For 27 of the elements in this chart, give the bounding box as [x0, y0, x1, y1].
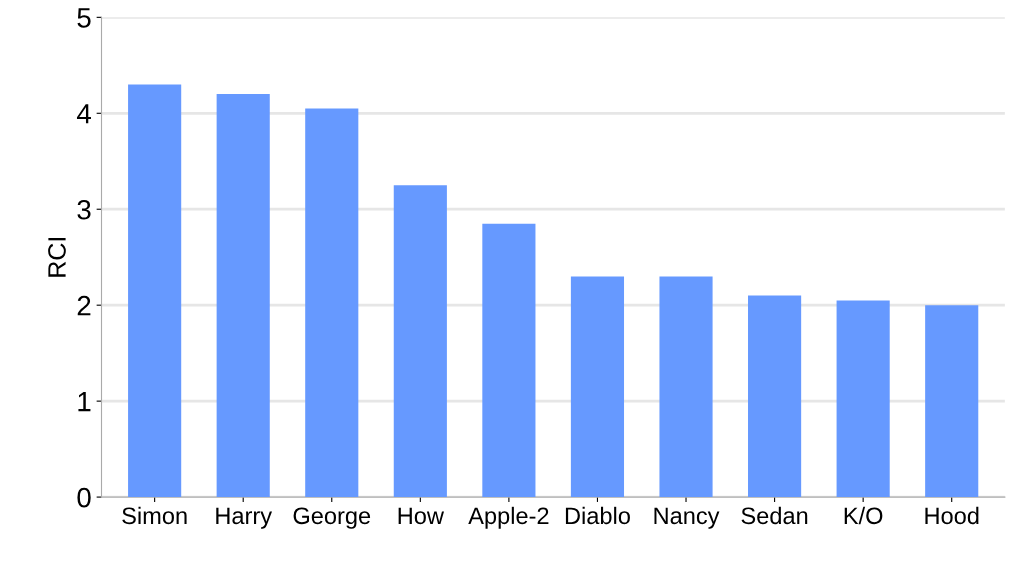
y-tick-label: 0: [77, 487, 91, 508]
x-tick-label: K/O: [844, 506, 883, 525]
x-tick-label: Sedan: [741, 506, 808, 525]
x-tick-label: Nancy: [654, 507, 720, 529]
bar: [836, 300, 890, 498]
y-tick-label: 3: [77, 199, 91, 220]
bar: [482, 223, 536, 498]
y-tick-label: 1: [78, 392, 91, 412]
x-tick-label: How: [398, 507, 445, 525]
bar: [128, 84, 182, 498]
x-tick-label: Hood: [925, 506, 979, 525]
bar: [748, 295, 802, 498]
y-tick-label: 5: [77, 8, 91, 28]
bar: [659, 276, 713, 498]
bar: [570, 276, 625, 498]
bar: [925, 305, 979, 498]
y-tick-label: 2: [77, 295, 91, 316]
bar: [305, 108, 359, 498]
x-tick-label: Apple-2: [468, 506, 549, 529]
x-tick-label: Diablo: [565, 506, 630, 525]
x-tick-label: Harry: [216, 507, 273, 529]
x-tick-label: George: [293, 507, 371, 529]
bar: [216, 94, 270, 498]
y-tick-label: 4: [76, 104, 91, 124]
y-axis-title: RCI: [48, 237, 66, 277]
x-tick-label: Simon: [122, 506, 187, 525]
bar: [393, 185, 447, 498]
